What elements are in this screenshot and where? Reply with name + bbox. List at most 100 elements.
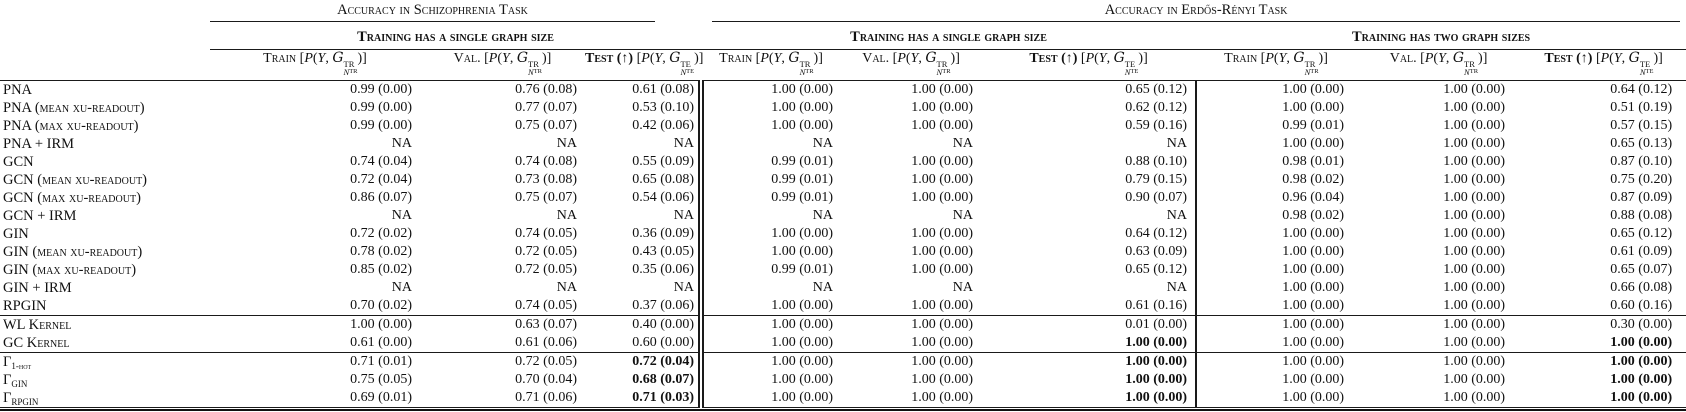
- value-cell: NA: [1166, 136, 1188, 151]
- value-cell: NA: [673, 280, 695, 295]
- value-cell: 1.00 (0.00): [1443, 298, 1506, 313]
- value-cell: 0.74 (0.05): [515, 226, 577, 241]
- table-row: ΓRPGIN 0.69 (0.01) 0.71 (0.06) 0.71 (0.03) 1…: [0, 389, 1686, 408]
- value-cell: 0.68 (0.07): [632, 372, 695, 387]
- value-cell: 1.00 (0.00): [1443, 372, 1506, 387]
- value-cell: 0.61 (0.09): [1610, 244, 1673, 259]
- value-cell: 0.87 (0.09): [1610, 190, 1673, 205]
- value-cell: 0.63 (0.09): [1125, 244, 1188, 259]
- distribution-formula: [P(Y, G TR NTR)]: [889, 50, 960, 77]
- value-cell: 0.59 (0.16): [1125, 118, 1188, 133]
- table-row: PNA + IRM NA NA NA NA NA NA 1.00 (0.00) 1.00 (0.…: [0, 135, 1686, 153]
- up-arrow-icon: (↑): [613, 51, 634, 66]
- value-cell: 0.88 (0.10): [1125, 154, 1188, 169]
- table-row: GIN (max xu-readout) 0.85 (0.02) 0.72 (0.0…: [0, 261, 1686, 279]
- col-header-er-single-test: Test (↑) [P(Y, G TE NTE)]: [981, 50, 1197, 81]
- value-cell: 0.85 (0.02): [350, 262, 412, 277]
- value-cell: 0.65 (0.07): [1610, 262, 1673, 277]
- value-cell: 0.61 (0.00): [350, 335, 412, 350]
- value-cell: 1.00 (0.00): [1443, 335, 1506, 350]
- value-cell: 0.51 (0.19): [1610, 100, 1673, 115]
- value-cell: 1.00 (0.00): [1195, 243, 1357, 261]
- value-cell: 1.00 (0.00): [841, 315, 982, 334]
- value-cell: 1.00 (0.00): [841, 389, 982, 408]
- subgroup-cell-er-single: Training has a single graph size: [701, 22, 1197, 50]
- value-cell: 1.00 (0.00): [911, 172, 974, 187]
- table-body: PNA 0.99 (0.00) 0.76 (0.08) 0.61 (0.08) 1.00…: [0, 80, 1686, 408]
- table-row: GC Kernel 0.61 (0.00) 0.61 (0.06) 0.60 (0.0…: [0, 334, 1686, 353]
- value-cell: 0.74 (0.04): [350, 154, 412, 169]
- value-cell: NA: [698, 279, 842, 297]
- value-cell: 0.40 (0.00): [585, 315, 702, 334]
- value-cell: 1.00 (0.00): [911, 154, 974, 169]
- value-cell: 0.99 (0.01): [698, 189, 842, 207]
- row-label: RPGIN: [3, 298, 47, 314]
- value-cell: 1.00 (0.00): [210, 315, 420, 334]
- value-cell: 1.00 (0.00): [1195, 297, 1357, 316]
- value-cell: 1.00 (0.00): [1356, 315, 1522, 334]
- subgroup-title-er-single: Training has a single graph size: [701, 29, 1197, 50]
- value-cell: 1.00 (0.00): [1195, 261, 1357, 279]
- distribution-formula: [P(Y, G TR NTR)]: [1416, 50, 1488, 77]
- value-cell: 0.63 (0.07): [420, 315, 585, 334]
- value-cell: 1.00 (0.00): [1195, 352, 1357, 371]
- row-label: ΓRPGIN: [0, 389, 210, 408]
- value-cell: 0.65 (0.12): [1610, 226, 1673, 241]
- group-title-erdos-renyi: Accuracy in Erdős-Rényi Task: [1104, 2, 1288, 18]
- value-cell: 1.00 (0.00): [1443, 208, 1506, 223]
- value-cell: 1.00 (0.00): [981, 352, 1197, 371]
- value-cell: 0.35 (0.06): [632, 262, 695, 277]
- value-cell: 0.98 (0.01): [1195, 153, 1357, 171]
- value-cell: 0.62 (0.12): [1125, 100, 1188, 115]
- subgroup-cell-er-two: Training has two graph sizes: [1196, 22, 1686, 50]
- distribution-formula: [P(Y, G TR NTR)]: [752, 50, 823, 77]
- bottom-rule: [0, 408, 1686, 411]
- value-cell: 1.00 (0.00): [698, 371, 842, 389]
- value-cell: 0.60 (0.00): [632, 335, 695, 350]
- value-cell: 0.78 (0.02): [350, 244, 412, 259]
- value-cell: 0.99 (0.01): [698, 261, 842, 279]
- value-cell: 0.99 (0.00): [350, 100, 412, 115]
- value-cell: 0.60 (0.16): [1610, 298, 1673, 313]
- value-cell: 1.00 (0.00): [1443, 82, 1506, 97]
- distribution-formula: [P(Y, G TR NTR)]: [296, 50, 367, 77]
- value-cell: 1.00 (0.00): [911, 82, 974, 97]
- table-row: PNA (mean xu-readout) 0.99 (0.00) 0.77 (0.…: [0, 99, 1686, 117]
- value-cell: 1.00 (0.00): [911, 118, 974, 133]
- subgroup-cell-schizo-single: Training has a single graph size: [210, 22, 702, 50]
- value-cell: 0.99 (0.01): [698, 171, 842, 189]
- value-cell: 1.00 (0.00): [911, 100, 974, 115]
- value-cell: 1.00 (0.00): [1521, 352, 1686, 371]
- table-row: GIN (mean xu-readout) 0.78 (0.02) 0.72 (0.…: [0, 243, 1686, 261]
- table-row: GCN + IRM NA NA NA NA NA NA 0.98 (0.02) 1.00 (0.…: [0, 207, 1686, 225]
- value-cell: 0.72 (0.02): [350, 226, 412, 241]
- value-cell: 1.00 (0.00): [1356, 352, 1522, 371]
- value-cell: 0.99 (0.00): [350, 82, 412, 97]
- value-cell: 1.00 (0.00): [1195, 389, 1357, 408]
- value-cell: 1.00 (0.00): [698, 80, 842, 99]
- value-cell: 1.00 (0.00): [1443, 244, 1506, 259]
- value-cell: 0.30 (0.00): [1521, 315, 1686, 334]
- table-row: RPGIN 0.70 (0.02) 0.74 (0.05) 0.37 (0.06) 1.…: [0, 297, 1686, 316]
- corner-cell: [0, 22, 210, 50]
- value-cell: 0.74 (0.05): [515, 298, 577, 313]
- value-cell: 1.00 (0.00): [911, 244, 974, 259]
- value-cell: 0.96 (0.04): [1195, 189, 1357, 207]
- group-rule-erdos-renyi: Accuracy in Erdős-Rényi Task: [712, 2, 1681, 22]
- row-label: PNA (max xu-readout): [3, 118, 139, 134]
- value-cell: 0.72 (0.04): [350, 172, 412, 187]
- value-cell: 0.69 (0.01): [210, 389, 420, 408]
- value-cell: 0.42 (0.06): [632, 118, 695, 133]
- value-cell: NA: [952, 208, 974, 223]
- value-cell: NA: [1166, 280, 1188, 295]
- value-cell: 1.00 (0.00): [698, 389, 842, 408]
- value-cell: NA: [556, 208, 577, 223]
- value-cell: 1.00 (0.00): [1443, 136, 1506, 151]
- value-cell: 0.61 (0.06): [515, 335, 577, 350]
- value-cell: 0.86 (0.07): [350, 190, 412, 205]
- table-row: ΓGIN 0.75 (0.05) 0.70 (0.04) 0.68 (0.07) 1.0…: [0, 371, 1686, 389]
- column-header-row: Train [P(Y, G TR NTR)] Val. [P(Y, G TR NTR)] T…: [0, 50, 1686, 81]
- group-cell-schizophrenia: Accuracy in Schizophrenia Task: [210, 0, 701, 22]
- value-cell: 0.99 (0.01): [698, 153, 842, 171]
